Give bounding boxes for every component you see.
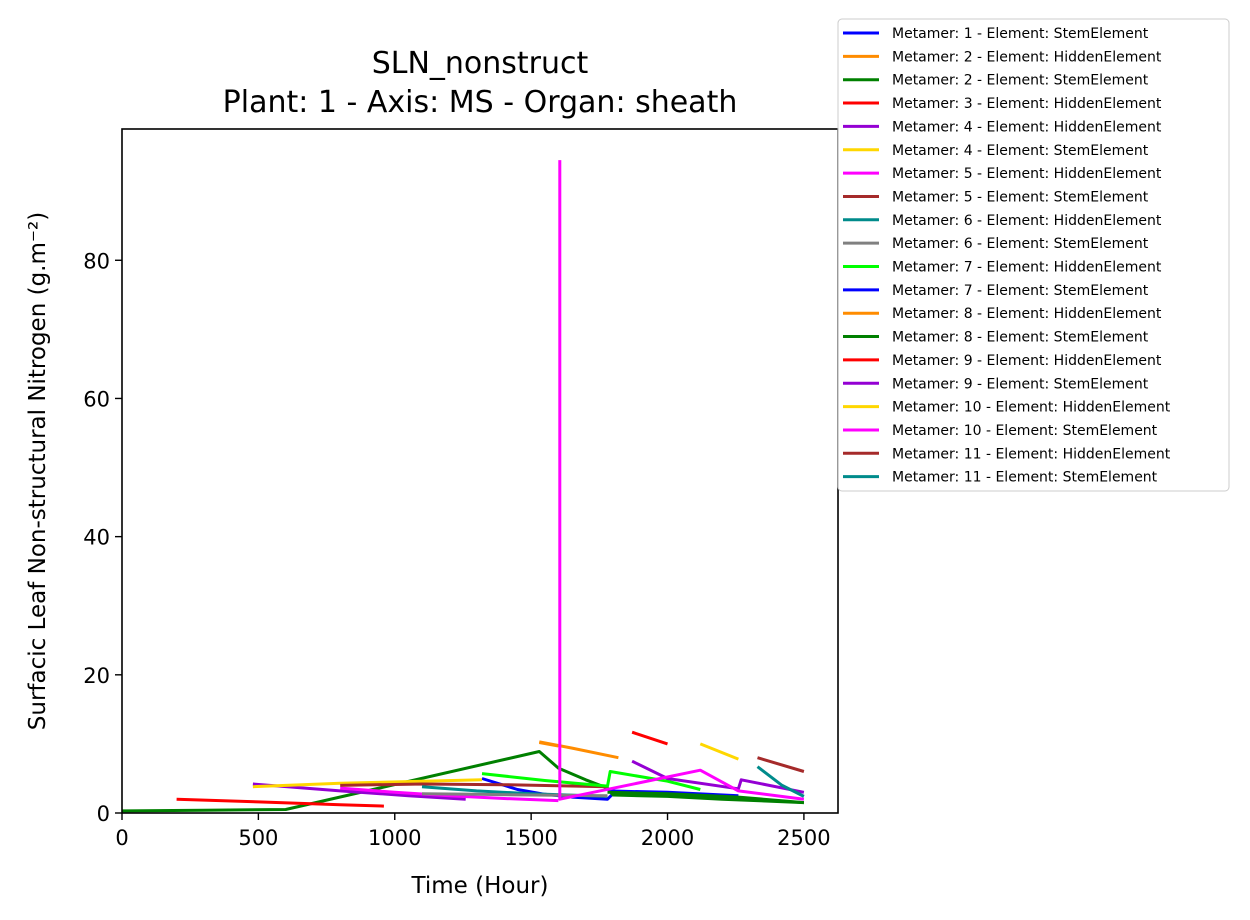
series-line <box>252 778 483 789</box>
series-line <box>481 770 701 791</box>
series-line <box>631 759 805 794</box>
y-tick-label: 80 <box>83 249 110 273</box>
legend-entry: Metamer: 8 - Element: StemElement <box>892 330 1149 346</box>
y-axis: 0 20 40 60 80 <box>83 249 122 826</box>
legend-entry: Metamer: 7 - Element: HiddenElement <box>892 260 1162 276</box>
legend-entry: Metamer: 11 - Element: StemElement <box>892 470 1158 486</box>
series-line <box>121 750 804 813</box>
legend-entry: Metamer: 10 - Element: HiddenElement <box>892 400 1171 416</box>
x-tick-label: 500 <box>238 826 278 850</box>
y-tick-label: 20 <box>83 664 110 688</box>
series-line <box>558 160 805 801</box>
legend-entry: Metamer: 8 - Element: HiddenElement <box>892 306 1162 322</box>
series-line <box>607 790 805 805</box>
legend-entry: Metamer: 9 - Element: HiddenElement <box>892 353 1162 369</box>
x-axis: 0 500 1000 1500 2000 2500 <box>115 813 831 850</box>
y-tick-label: 40 <box>83 526 110 550</box>
x-tick-label: 1500 <box>504 826 557 850</box>
series-line <box>539 741 559 748</box>
series-line <box>340 786 559 803</box>
series-line <box>699 742 739 761</box>
legend: Metamer: 1 - Element: StemElement Metamer… <box>837 18 1230 492</box>
legend-entry: Metamer: 4 - Element: HiddenElement <box>892 119 1162 135</box>
series-line <box>176 797 384 808</box>
series-line <box>252 782 466 801</box>
legend-entry: Metamer: 3 - Element: HiddenElement <box>892 96 1162 112</box>
legend-entry: Metamer: 1 - Element: StemElement <box>892 26 1149 42</box>
legend-entry: Metamer: 6 - Element: HiddenElement <box>892 213 1162 229</box>
plot-series <box>121 160 805 813</box>
legend-entry: Metamer: 5 - Element: HiddenElement <box>892 166 1162 182</box>
legend-entry: Metamer: 6 - Element: StemElement <box>892 236 1149 252</box>
series-line <box>757 756 805 773</box>
series-line <box>631 730 668 746</box>
x-axis-label: Time (Hour) <box>411 873 549 899</box>
series-line <box>756 765 805 798</box>
x-tick-label: 2000 <box>641 826 694 850</box>
x-tick-label: 1000 <box>368 826 421 850</box>
y-axis-label: Surfacic Leaf Non-structural Nitrogen (g… <box>25 212 51 730</box>
legend-entry: Metamer: 2 - Element: HiddenElement <box>892 49 1162 65</box>
legend-entry: Metamer: 7 - Element: StemElement <box>892 283 1149 299</box>
y-tick-label: 60 <box>83 387 110 411</box>
x-tick-label: 0 <box>115 826 128 850</box>
series-line <box>340 782 608 789</box>
series-line <box>421 792 608 798</box>
legend-entry: Metamer: 9 - Element: StemElement <box>892 376 1149 392</box>
legend-entry: Metamer: 2 - Element: StemElement <box>892 73 1149 89</box>
chart-subtitle: Plant: 1 - Axis: MS - Organ: sheath <box>223 85 738 120</box>
legend-entry: Metamer: 4 - Element: StemElement <box>892 143 1149 159</box>
x-tick-label: 2500 <box>777 826 830 850</box>
legend-entry: Metamer: 11 - Element: HiddenElement <box>892 446 1171 462</box>
legend-entry: Metamer: 5 - Element: StemElement <box>892 189 1149 205</box>
legend-frame <box>837 18 1230 492</box>
chart-title: SLN_nonstruct <box>372 46 589 81</box>
y-tick-label: 0 <box>97 802 110 826</box>
legend-entry: Metamer: 10 - Element: StemElement <box>892 423 1158 439</box>
